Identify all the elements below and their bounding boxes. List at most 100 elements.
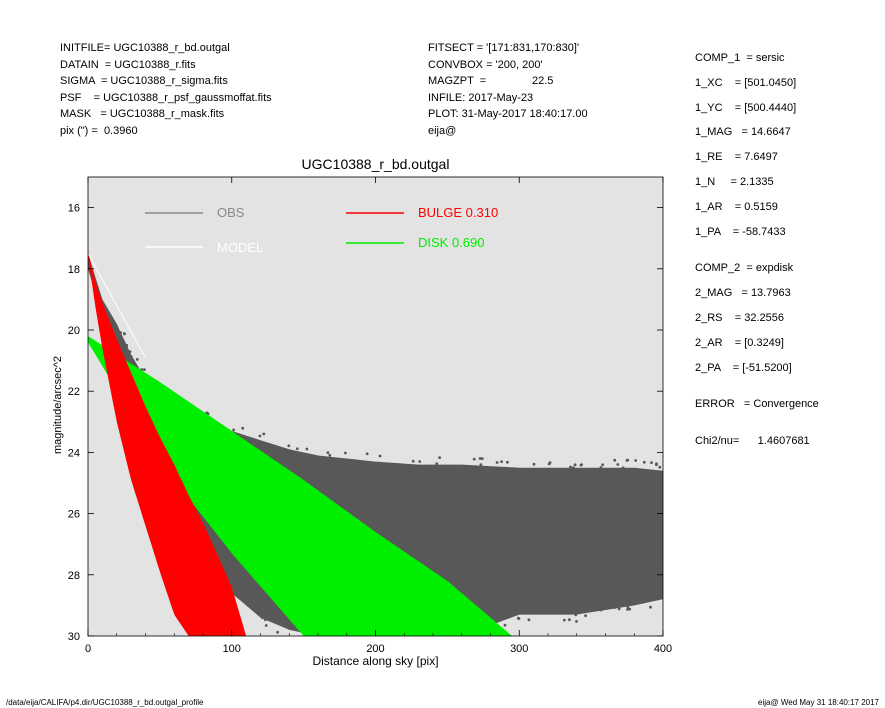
obs-point xyxy=(652,483,656,487)
obs-point xyxy=(557,549,561,553)
obs-point xyxy=(513,508,517,512)
obs-point xyxy=(490,487,494,491)
obs-point xyxy=(506,534,510,537)
obs-point xyxy=(369,499,373,503)
obs-point xyxy=(514,476,518,479)
obs-point xyxy=(599,524,603,528)
obs-point xyxy=(428,565,432,569)
obs-point xyxy=(554,573,558,577)
obs-point xyxy=(432,519,435,522)
obs-point xyxy=(265,613,269,617)
obs-point xyxy=(656,477,660,481)
header-right-line: 1_YC = [500.4440] xyxy=(695,101,797,114)
obs-point xyxy=(389,537,393,541)
obs-point xyxy=(465,586,469,590)
obs-point xyxy=(418,551,421,555)
obs-point xyxy=(516,610,519,614)
obs-point xyxy=(451,467,455,471)
obs-point xyxy=(343,473,347,476)
obs-point xyxy=(400,496,403,500)
obs-point xyxy=(548,560,552,564)
obs-point xyxy=(644,593,647,597)
obs-point xyxy=(126,352,129,356)
obs-point xyxy=(534,566,538,569)
obs-point xyxy=(575,620,578,623)
obs-point xyxy=(534,538,537,542)
obs-point xyxy=(642,460,646,464)
obs-point xyxy=(481,470,484,473)
obs-point xyxy=(620,521,624,524)
obs-point xyxy=(467,518,471,522)
obs-point xyxy=(437,532,441,536)
obs-point xyxy=(495,461,499,464)
obs-point xyxy=(381,506,385,510)
obs-point xyxy=(478,476,481,479)
obs-point xyxy=(372,521,376,525)
obs-point xyxy=(644,587,648,591)
obs-point xyxy=(579,602,583,605)
obs-point xyxy=(553,525,557,529)
obs-point xyxy=(124,347,128,351)
obs-point xyxy=(285,620,289,623)
x-tick-label: 0 xyxy=(85,643,91,655)
header-middle-line: FITSECT = '[171:831,170:830]' xyxy=(428,42,580,54)
obs-point xyxy=(335,469,339,473)
obs-point xyxy=(378,454,382,458)
obs-point xyxy=(551,526,555,530)
obs-point xyxy=(115,328,119,331)
obs-point xyxy=(264,624,268,627)
disk-series xyxy=(88,336,513,636)
obs-point xyxy=(344,492,348,496)
obs-point xyxy=(646,472,650,476)
obs-point xyxy=(620,542,624,546)
obs-point xyxy=(550,583,553,587)
obs-point xyxy=(242,591,246,595)
obs-point xyxy=(376,468,380,472)
obs-point xyxy=(461,529,465,533)
obs-point xyxy=(484,552,488,556)
obs-point xyxy=(628,607,632,611)
obs-point xyxy=(539,482,542,486)
obs-point xyxy=(379,472,383,476)
obs-point xyxy=(439,480,443,484)
obs-point xyxy=(455,503,459,506)
obs-point xyxy=(631,555,635,558)
obs-point xyxy=(550,514,554,517)
obs-point xyxy=(497,555,501,559)
obs-point xyxy=(653,556,657,559)
obs-point xyxy=(615,513,619,516)
obs-point xyxy=(399,499,402,502)
obs-point xyxy=(388,478,392,482)
header-right-line: 2_PA = [-51.5200] xyxy=(695,361,792,374)
obs-point xyxy=(537,525,540,529)
obs-point xyxy=(471,552,475,555)
obs-point xyxy=(515,538,519,542)
obs-point xyxy=(612,594,615,598)
obs-point xyxy=(566,469,570,473)
obs-point xyxy=(305,447,309,451)
obs-point xyxy=(382,530,386,534)
obs-point xyxy=(565,584,569,588)
header-right-line: 2_MAG = 13.7963 xyxy=(695,287,791,300)
obs-point xyxy=(493,480,496,484)
legend-bulge-label: BULGE 0.310 xyxy=(418,205,498,220)
obs-point xyxy=(553,582,556,586)
header-middle-line: MAGZPT = 22.5 xyxy=(428,75,554,88)
obs-point xyxy=(539,607,543,611)
y-tick-label: 18 xyxy=(68,264,80,276)
obs-point xyxy=(568,487,572,491)
obs-point xyxy=(223,556,227,560)
obs-point xyxy=(653,529,657,533)
obs-point xyxy=(658,502,662,506)
obs-point xyxy=(340,461,343,465)
obs-point xyxy=(471,527,475,531)
obs-point xyxy=(479,463,483,467)
obs-point xyxy=(287,444,291,448)
obs-point xyxy=(448,571,451,574)
obs-point xyxy=(617,607,621,611)
obs-point xyxy=(366,636,369,639)
obs-point xyxy=(387,497,391,501)
obs-point xyxy=(523,599,526,603)
obs-point xyxy=(647,486,651,490)
